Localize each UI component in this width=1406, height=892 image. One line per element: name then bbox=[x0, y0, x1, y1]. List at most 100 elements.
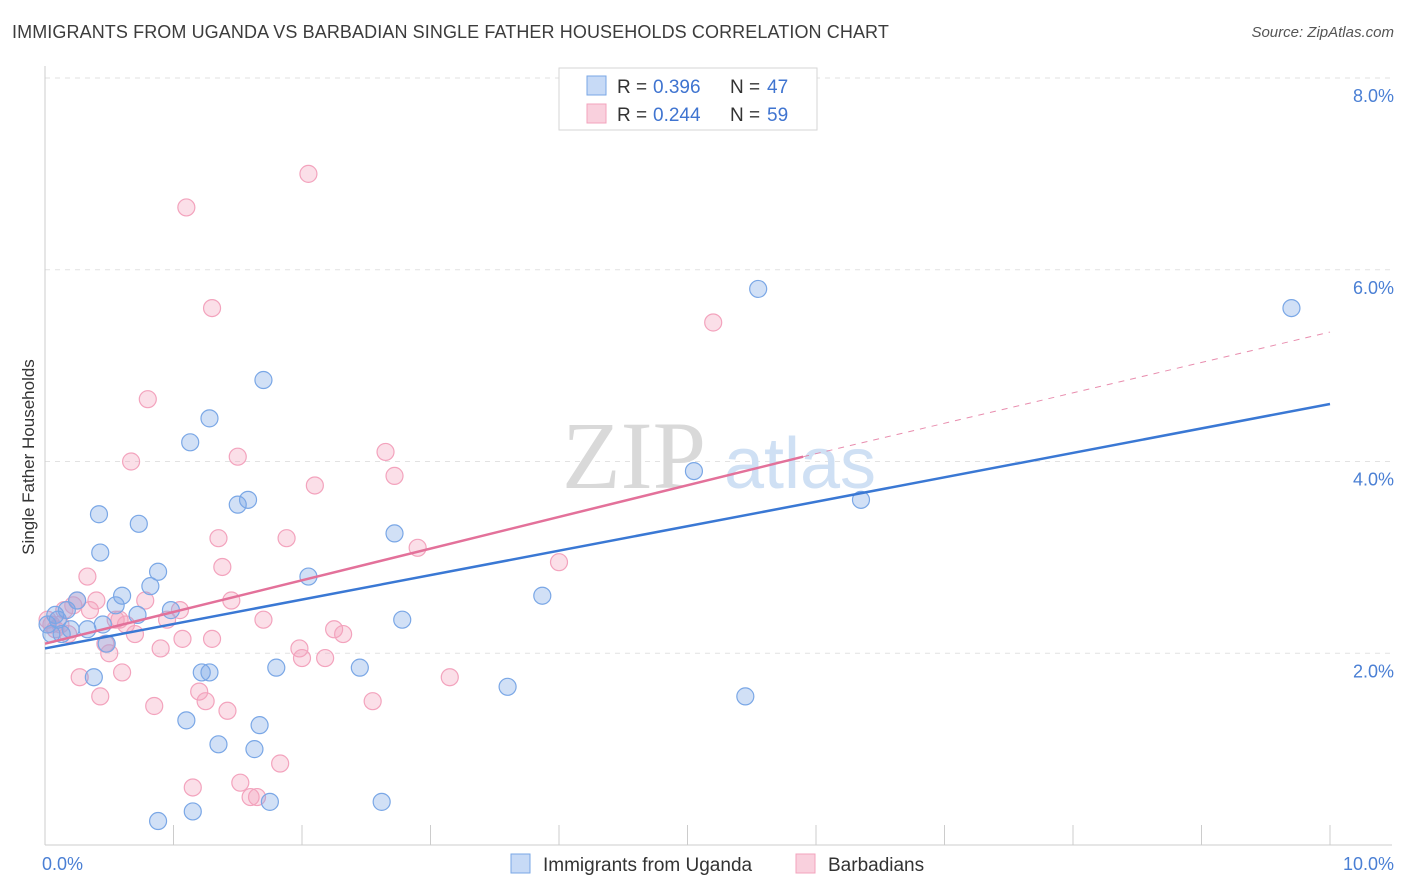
uganda-point bbox=[851, 490, 871, 509]
uganda-point bbox=[192, 663, 211, 682]
barbadians-point bbox=[440, 668, 459, 687]
barbadians-point bbox=[376, 442, 395, 462]
uganda-point bbox=[245, 740, 264, 759]
barbadians-point bbox=[385, 466, 404, 485]
uganda-point bbox=[89, 505, 109, 524]
barbadians-point bbox=[209, 529, 228, 548]
uganda-point bbox=[91, 543, 110, 562]
barbadians-point bbox=[222, 591, 241, 610]
legend-n-value-uganda: 47 bbox=[767, 77, 788, 98]
series-legend-swatch-uganda bbox=[510, 853, 531, 874]
uganda-point bbox=[385, 524, 404, 543]
uganda-point bbox=[97, 634, 116, 653]
barbadians-point bbox=[196, 692, 215, 711]
barbadians-point bbox=[271, 754, 290, 773]
y-tick-label: 6.0% bbox=[1353, 278, 1394, 298]
y-tick-label: 2.0% bbox=[1353, 661, 1394, 681]
barbadians-point bbox=[177, 198, 196, 217]
uganda-point bbox=[112, 586, 132, 605]
uganda-point bbox=[238, 490, 258, 509]
uganda-point bbox=[267, 658, 286, 677]
barbadians-point bbox=[228, 447, 247, 466]
barbadians-point bbox=[70, 668, 89, 687]
barbadians-point bbox=[91, 687, 110, 706]
uganda-point bbox=[181, 433, 200, 452]
barbadians-point bbox=[80, 601, 100, 620]
barbadians-point bbox=[241, 787, 260, 807]
uganda-point bbox=[148, 811, 168, 831]
chart-title: IMMIGRANTS FROM UGANDA VS BARBADIAN SING… bbox=[12, 22, 889, 42]
watermark: ZIP atlas bbox=[562, 402, 876, 509]
uganda-points bbox=[38, 279, 1301, 831]
uganda-point bbox=[84, 668, 103, 687]
barbadians-point bbox=[363, 692, 382, 711]
uganda-point bbox=[200, 663, 219, 682]
y-tick-label: 8.0% bbox=[1353, 86, 1394, 106]
x-tick-label: 10.0% bbox=[1343, 854, 1394, 874]
y-axis-label: Single Father Households bbox=[19, 359, 38, 555]
barbadians-point bbox=[277, 529, 296, 548]
uganda-point bbox=[228, 495, 247, 514]
uganda-point bbox=[350, 658, 369, 677]
barbadians-trend-extension bbox=[803, 331, 1331, 458]
uganda-point bbox=[254, 370, 273, 390]
grid-lines bbox=[45, 77, 1392, 654]
legend-swatch-barbadians bbox=[586, 103, 607, 124]
uganda-point bbox=[183, 802, 202, 821]
barbadians-point bbox=[334, 624, 353, 644]
barbadians-point bbox=[183, 778, 202, 797]
barbadians-point bbox=[231, 773, 250, 792]
uganda-point bbox=[533, 586, 552, 605]
barbadians-point bbox=[549, 553, 569, 572]
legend-r-value-barbadians: 0.244 bbox=[653, 105, 701, 126]
barbadians-point bbox=[218, 701, 237, 720]
barbadians-point bbox=[299, 164, 318, 183]
uganda-point bbox=[177, 711, 196, 730]
x-tick-label: 0.0% bbox=[42, 854, 83, 874]
uganda-point bbox=[749, 279, 768, 299]
barbadians-point bbox=[213, 557, 232, 577]
watermark-zip: ZIP bbox=[562, 402, 706, 509]
barbadians-point bbox=[78, 567, 97, 586]
barbadians-point bbox=[112, 663, 132, 682]
uganda-point bbox=[684, 461, 704, 481]
barbadians-point bbox=[704, 313, 723, 332]
correlation-legend: R = 0.396 N = 47 R = 0.244 N = 59 bbox=[558, 67, 818, 131]
axes: 0.0% 10.0% 2.0% 4.0% 6.0% 8.0% bbox=[42, 66, 1394, 874]
legend-n-value-barbadians: 59 bbox=[767, 105, 788, 126]
chart-source: Source: ZipAtlas.com bbox=[1251, 24, 1394, 41]
uganda-point bbox=[148, 562, 168, 581]
legend-n-label-barbadians: N = bbox=[730, 105, 760, 126]
barbadians-point bbox=[292, 648, 312, 668]
uganda-point bbox=[250, 716, 269, 735]
barbadians-point bbox=[190, 682, 209, 701]
trend-lines bbox=[44, 331, 1331, 650]
uganda-point bbox=[46, 605, 65, 625]
legend-r-label-uganda: R = bbox=[617, 77, 647, 98]
barbadians-point bbox=[316, 648, 335, 668]
uganda-point bbox=[498, 677, 517, 696]
series-legend-swatch-barbadians bbox=[795, 853, 816, 874]
barbadians-point bbox=[151, 639, 170, 658]
legend-swatch-uganda bbox=[586, 75, 607, 96]
uganda-point bbox=[200, 409, 219, 428]
series-legend: Immigrants from Uganda Barbadians bbox=[510, 853, 924, 876]
uganda-point bbox=[372, 792, 391, 811]
uganda-point bbox=[736, 687, 755, 706]
barbadians-point bbox=[121, 452, 141, 471]
legend-n-label-uganda: N = bbox=[730, 77, 760, 98]
uganda-point bbox=[38, 615, 57, 634]
barbadians-point bbox=[136, 591, 155, 610]
barbadians-point bbox=[125, 624, 145, 644]
uganda-trend-line bbox=[44, 402, 1331, 650]
uganda-point bbox=[141, 577, 160, 596]
barbadians-point bbox=[325, 620, 344, 639]
watermark-atlas: atlas bbox=[724, 424, 876, 504]
barbadians-point bbox=[138, 390, 157, 409]
uganda-point bbox=[129, 514, 148, 533]
barbadians-point bbox=[87, 591, 106, 610]
uganda-point bbox=[260, 792, 279, 811]
uganda-point bbox=[393, 610, 412, 629]
uganda-point bbox=[68, 591, 87, 610]
uganda-point bbox=[106, 596, 125, 615]
